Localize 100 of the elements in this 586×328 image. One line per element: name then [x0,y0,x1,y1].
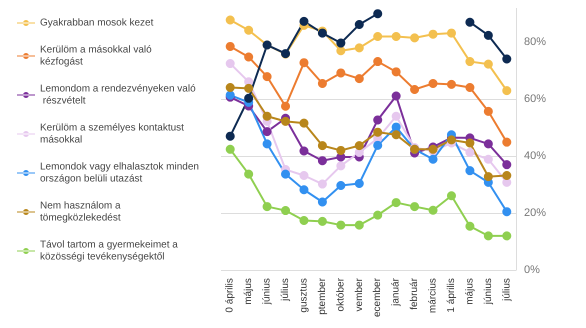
point [318,198,327,207]
y-tick-label: 20% [524,207,546,220]
point [373,115,382,124]
x-tick-label: 0 április [224,278,236,313]
x-tick-label: június [262,278,273,306]
x-tick-label: október [335,277,346,312]
point [502,231,512,240]
point [318,78,327,88]
point [336,220,346,230]
y-tick-label: 40% [524,150,546,162]
point [465,148,474,157]
point [262,112,272,121]
point [226,59,235,68]
point [446,80,456,89]
point [465,222,474,231]
legend-label: Kerülöm a másokkal való kézfogást [40,44,154,68]
x-tick-label: július [280,278,292,302]
point [244,170,254,179]
x-tick-label: május [243,278,254,305]
point [299,16,308,26]
point [502,160,512,170]
point [336,146,346,155]
x-tick-label: január [390,277,402,307]
point [244,94,254,103]
point [299,185,308,194]
point [299,146,308,156]
point [373,210,382,220]
point [410,33,420,42]
point [465,18,474,27]
point [299,171,308,180]
point [392,130,401,140]
x-tick-label: július [501,278,512,302]
point [354,220,364,230]
point [465,57,474,66]
point [502,54,512,64]
point [373,128,382,137]
point [446,28,456,38]
point [244,84,254,93]
point [262,139,272,148]
point [281,170,290,179]
point [336,38,346,48]
point [354,74,364,84]
x-tick-label: ptember [316,277,328,315]
x-tick-label: február [409,277,420,310]
point [281,116,290,126]
point [354,178,364,188]
point [299,118,308,128]
point [262,72,272,82]
point [392,122,401,132]
point [502,207,512,216]
point [484,154,493,164]
point [410,202,420,212]
point [373,57,382,66]
point [262,127,272,136]
point [428,206,438,215]
point [318,180,327,189]
point [428,154,438,164]
point [299,58,308,68]
point [336,46,346,56]
point [392,198,401,208]
point [392,92,401,101]
point [336,180,346,190]
point [446,191,456,200]
point [354,43,364,52]
point [465,82,474,92]
point [392,67,401,76]
point [484,231,493,240]
point [281,102,290,111]
legend-label: Gyakrabban mosok kezet [40,18,154,28]
x-tick-label: március [428,278,439,314]
point [318,156,327,166]
legend-label: Lemondok vagy elhalasztok minden országon belüli utazást [40,162,202,184]
x-tick-label: június [482,278,494,306]
x-tick-label: 1 április [446,278,457,313]
point [502,171,512,180]
point [502,86,512,96]
point [428,78,438,88]
y-tick-label: 80% [524,36,546,48]
point [373,32,382,41]
point [373,9,382,18]
y-tick-label: 0% [524,264,540,276]
point [484,60,493,69]
x-tick-label: gusztus [298,278,310,313]
point [354,20,364,30]
point [502,138,512,147]
point [428,30,438,39]
x-tick-label: ecember [372,277,384,317]
point [281,206,290,216]
point [392,112,401,121]
y-tick-label: 60% [524,93,546,106]
point [484,139,493,148]
point [318,141,327,150]
point [318,216,327,226]
point [484,106,493,116]
point [226,82,235,92]
point [226,15,235,24]
point [226,144,235,154]
point [244,26,254,35]
point [262,202,272,212]
point [465,138,474,148]
